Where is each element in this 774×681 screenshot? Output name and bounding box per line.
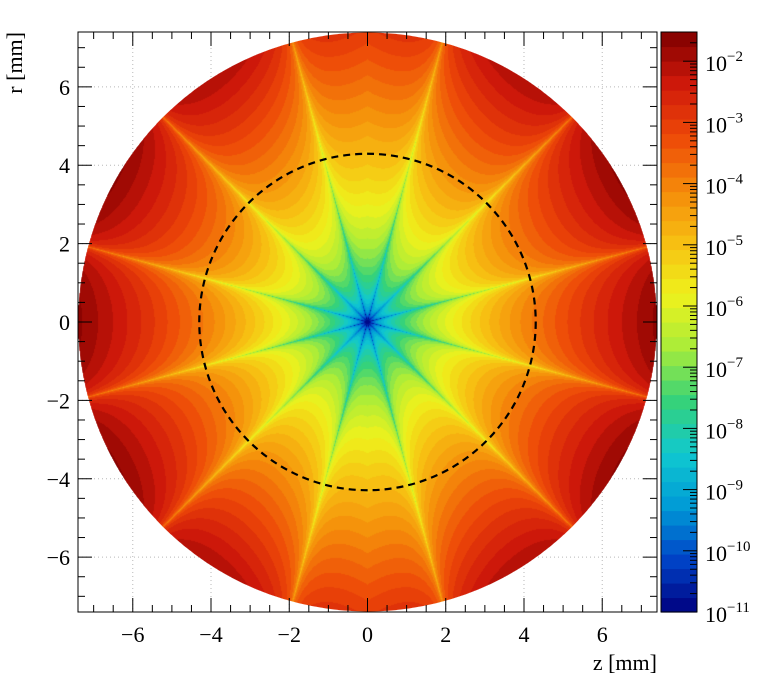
colorbar-band xyxy=(661,481,697,497)
y-tick-label: 4 xyxy=(59,153,70,178)
colorbar-band xyxy=(661,61,697,77)
colorbar-label: 10−4 xyxy=(705,172,743,199)
colorbar-label: 10−10 xyxy=(705,539,750,566)
y-tick-label: 6 xyxy=(59,75,70,100)
colorbar-band xyxy=(661,394,697,410)
colorbar-band xyxy=(661,278,697,294)
colorbar-band xyxy=(661,336,697,352)
colorbar-band xyxy=(661,409,697,425)
colorbar-band xyxy=(661,351,697,367)
colorbar-band xyxy=(661,365,697,381)
x-axis-title: z [mm] xyxy=(593,650,657,675)
x-tick-label: 0 xyxy=(362,622,373,647)
colorbar-band xyxy=(661,510,697,526)
colorbar-band xyxy=(661,568,697,584)
y-axis-title: r [mm] xyxy=(2,32,27,94)
y-tick-label: −2 xyxy=(47,388,70,413)
colorbar-band xyxy=(661,75,697,91)
y-tick-label: −4 xyxy=(47,467,70,492)
x-tick-label: −4 xyxy=(199,622,222,647)
field-heatmap xyxy=(78,32,657,612)
colorbar-label: 10−5 xyxy=(705,233,743,260)
colorbar: 10−11 10−10 10−9 10−8 10−7 10−6 10−5 10−4 10−3 10… xyxy=(660,31,750,627)
colorbar-band xyxy=(661,177,697,193)
field-heatmap-image xyxy=(78,32,657,612)
colorbar-band xyxy=(661,249,697,265)
colorbar-band xyxy=(661,90,697,106)
annotations xyxy=(198,152,537,492)
colorbar-label: 10−3 xyxy=(705,110,743,137)
x-tick-label: −6 xyxy=(121,622,144,647)
colorbar-band xyxy=(661,235,697,251)
colorbar-band xyxy=(661,496,697,512)
colorbar-band xyxy=(661,322,697,338)
y-tick-label: −6 xyxy=(47,545,70,570)
colorbar-band xyxy=(661,539,697,555)
colorbar-label: 10−7 xyxy=(705,355,743,382)
x-tick-label: 4 xyxy=(518,622,529,647)
x-tick-label: 2 xyxy=(440,622,451,647)
colorbar-band xyxy=(661,191,697,207)
colorbar-band xyxy=(661,206,697,222)
colorbar-band xyxy=(661,133,697,149)
axis-ticks: −6 −4 −2 0 2 4 6 −6 −4 −2 0 2 4 6 xyxy=(47,32,657,647)
colorbar-band xyxy=(661,307,697,323)
colorbar-band xyxy=(661,264,697,280)
y-tick-label: 0 xyxy=(59,310,70,335)
colorbar-band xyxy=(661,438,697,454)
x-tick-label: 6 xyxy=(597,622,608,647)
colorbar-band xyxy=(661,220,697,236)
colorbar-band xyxy=(661,452,697,468)
colorbar-label: 10−2 xyxy=(705,49,743,76)
colorbar-band xyxy=(661,380,697,396)
x-tick-label: −2 xyxy=(278,622,301,647)
colorbar-band xyxy=(661,597,697,613)
colorbar-band xyxy=(661,583,697,599)
colorbar-label: 10−8 xyxy=(705,416,743,443)
colorbar-band xyxy=(661,525,697,541)
colorbar-band xyxy=(661,104,697,120)
colorbar-band xyxy=(661,46,697,62)
colorbar-band xyxy=(661,554,697,570)
colorbar-frame xyxy=(660,31,698,613)
colorbar-band xyxy=(661,32,697,48)
dashed-circle-0 xyxy=(198,152,537,492)
colorbar-band xyxy=(661,148,697,164)
colorbar-band xyxy=(661,293,697,309)
colorbar-band xyxy=(661,467,697,483)
y-tick-label: 2 xyxy=(59,232,70,257)
colorbar-band xyxy=(661,423,697,439)
colorbar-band xyxy=(661,162,697,178)
colorbar-label: 10−9 xyxy=(705,478,743,505)
colorbar-label: 10−6 xyxy=(705,294,743,321)
colorbar-label: 10−11 xyxy=(705,600,750,627)
